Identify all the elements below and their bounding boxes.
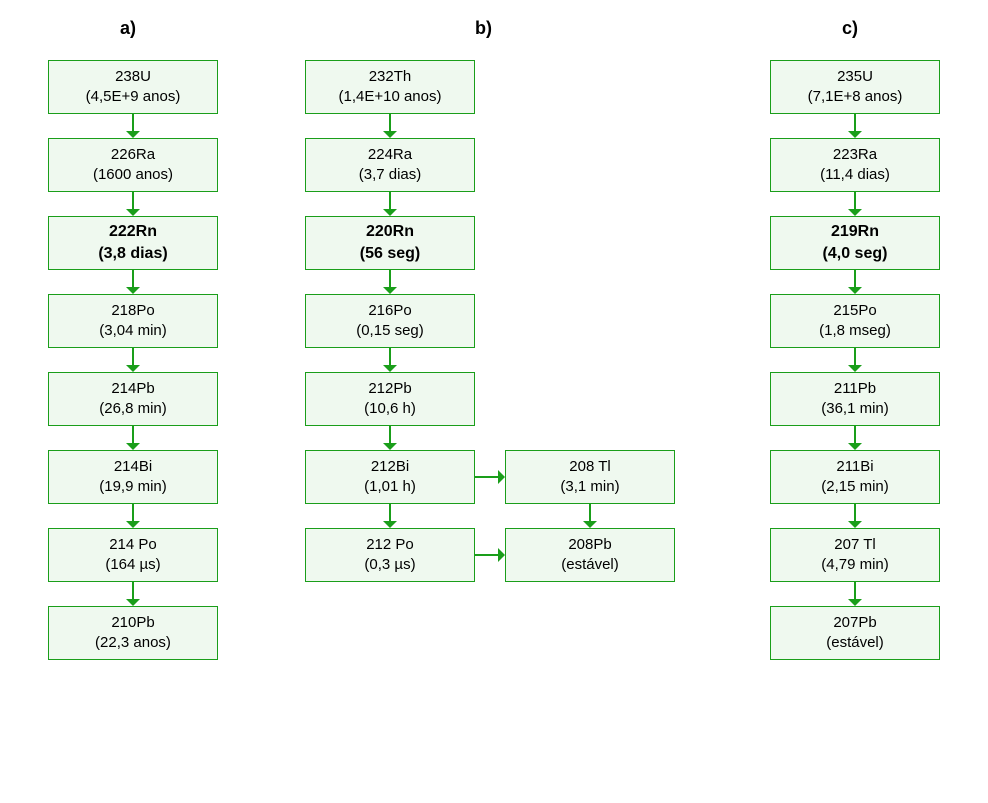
- isotope-label: 226Ra: [111, 145, 155, 165]
- chains.a.0: 238U(4,5E+9 anos): [48, 60, 218, 114]
- halflife-label: (estável): [561, 555, 619, 575]
- isotope-label: 219Rn: [831, 221, 879, 243]
- column-header-c: c): [842, 18, 858, 39]
- isotope-label: 212 Po: [366, 535, 414, 555]
- isotope-label: 211Bi: [836, 457, 873, 477]
- halflife-label: (1,8 mseg): [819, 321, 891, 341]
- halflife-label: (19,9 min): [99, 477, 167, 497]
- isotope-label: 214Pb: [111, 379, 154, 399]
- chains.b.0: 232Th(1,4E+10 anos): [305, 60, 475, 114]
- chains.a.5: 214Bi(19,9 min): [48, 450, 218, 504]
- halflife-label: (2,15 min): [821, 477, 889, 497]
- isotope-label: 238U: [115, 67, 151, 87]
- chains.b.6: 212 Po(0,3 µs): [305, 528, 475, 582]
- chains.c.0: 235U(7,1E+8 anos): [770, 60, 940, 114]
- halflife-label: (11,4 dias): [820, 165, 890, 185]
- isotope-label: 211Pb: [834, 379, 876, 399]
- chains.b_branch.0: 208 Tl(3,1 min): [505, 450, 675, 504]
- chains.c.3: 215Po(1,8 mseg): [770, 294, 940, 348]
- decay-chains-diagram: a)b)c)238U(4,5E+9 anos)226Ra(1600 anos)2…: [0, 0, 988, 803]
- isotope-label: 207 Tl: [834, 535, 875, 555]
- halflife-label: (3,1 min): [560, 477, 619, 497]
- column-header-b: b): [475, 18, 492, 39]
- isotope-label: 235U: [837, 67, 873, 87]
- chains.a.3: 218Po(3,04 min): [48, 294, 218, 348]
- column-header-a: a): [120, 18, 136, 39]
- chains.b_branch.1: 208Pb(estável): [505, 528, 675, 582]
- halflife-label: (3,8 dias): [98, 243, 167, 265]
- chains.c.6: 207 Tl(4,79 min): [770, 528, 940, 582]
- isotope-label: 208 Tl: [569, 457, 610, 477]
- isotope-label: 214Bi: [114, 457, 152, 477]
- chains.c.2: 219Rn(4,0 seg): [770, 216, 940, 270]
- halflife-label: (36,1 min): [821, 399, 889, 419]
- halflife-label: (22,3 anos): [95, 633, 171, 653]
- isotope-label: 222Rn: [109, 221, 157, 243]
- isotope-label: 210Pb: [111, 613, 154, 633]
- chains.b.5: 212Bi(1,01 h): [305, 450, 475, 504]
- chains.a.7: 210Pb(22,3 anos): [48, 606, 218, 660]
- chains.a.2: 222Rn(3,8 dias): [48, 216, 218, 270]
- halflife-label: (3,04 min): [99, 321, 167, 341]
- chains.b.2: 220Rn(56 seg): [305, 216, 475, 270]
- chains.a.4: 214Pb(26,8 min): [48, 372, 218, 426]
- chains.b.4: 212Pb(10,6 h): [305, 372, 475, 426]
- halflife-label: (4,0 seg): [823, 243, 888, 265]
- halflife-label: (1600 anos): [93, 165, 173, 185]
- halflife-label: (0,3 µs): [364, 555, 415, 575]
- isotope-label: 220Rn: [366, 221, 414, 243]
- chains.c.1: 223Ra(11,4 dias): [770, 138, 940, 192]
- halflife-label: (1,01 h): [364, 477, 416, 497]
- isotope-label: 214 Po: [109, 535, 157, 555]
- halflife-label: (1,4E+10 anos): [339, 87, 442, 107]
- isotope-label: 215Po: [833, 301, 876, 321]
- halflife-label: (10,6 h): [364, 399, 416, 419]
- halflife-label: (164 µs): [105, 555, 160, 575]
- isotope-label: 232Th: [369, 67, 412, 87]
- isotope-label: 218Po: [111, 301, 154, 321]
- halflife-label: (3,7 dias): [359, 165, 422, 185]
- halflife-label: (estável): [826, 633, 884, 653]
- isotope-label: 212Bi: [371, 457, 409, 477]
- chains.b.1: 224Ra(3,7 dias): [305, 138, 475, 192]
- chains.a.6: 214 Po(164 µs): [48, 528, 218, 582]
- chains.a.1: 226Ra(1600 anos): [48, 138, 218, 192]
- halflife-label: (7,1E+8 anos): [808, 87, 903, 107]
- isotope-label: 207Pb: [833, 613, 876, 633]
- halflife-label: (26,8 min): [99, 399, 167, 419]
- chains.c.7: 207Pb(estável): [770, 606, 940, 660]
- isotope-label: 224Ra: [368, 145, 412, 165]
- halflife-label: (4,79 min): [821, 555, 889, 575]
- chains.b.3: 216Po(0,15 seg): [305, 294, 475, 348]
- chains.c.4: 211Pb(36,1 min): [770, 372, 940, 426]
- isotope-label: 223Ra: [833, 145, 877, 165]
- isotope-label: 216Po: [368, 301, 411, 321]
- halflife-label: (0,15 seg): [356, 321, 424, 341]
- halflife-label: (4,5E+9 anos): [86, 87, 181, 107]
- halflife-label: (56 seg): [360, 243, 420, 265]
- isotope-label: 208Pb: [568, 535, 611, 555]
- chains.c.5: 211Bi(2,15 min): [770, 450, 940, 504]
- isotope-label: 212Pb: [368, 379, 411, 399]
